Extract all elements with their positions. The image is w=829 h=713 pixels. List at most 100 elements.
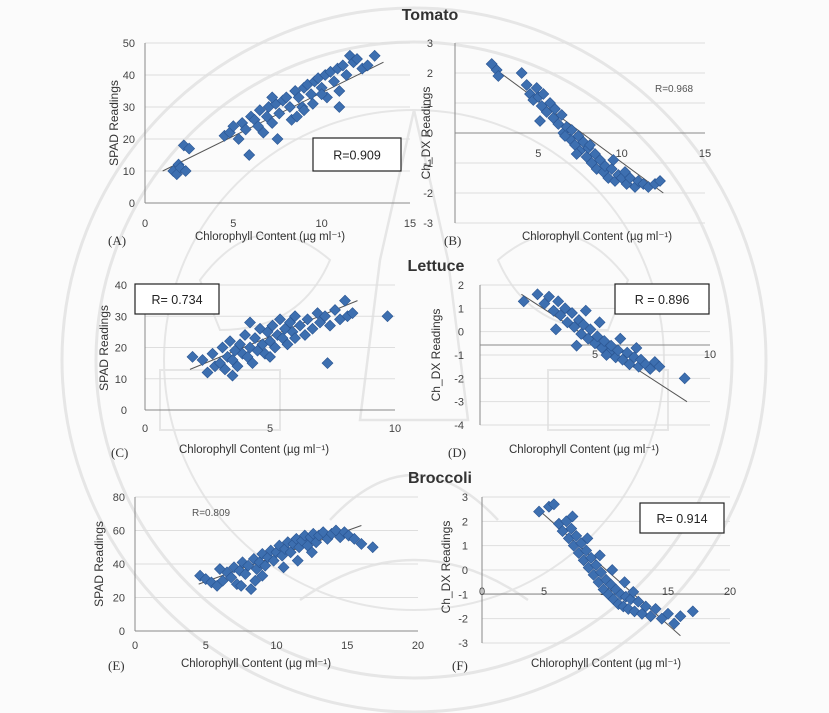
data-point (243, 149, 256, 161)
data-point (619, 166, 631, 178)
data-point (566, 510, 579, 523)
y-axis-label: SPAD Readings (107, 80, 121, 166)
x-tick-label: 15 (404, 218, 416, 230)
x-axis-label: Chlorophyll Content (µg ml⁻¹) (522, 231, 672, 243)
data-point (593, 316, 606, 329)
data-point (336, 59, 349, 72)
data-point (252, 120, 264, 133)
data-point (515, 67, 528, 79)
data-point (531, 288, 544, 301)
y-tick-label: 0 (462, 565, 468, 577)
data-point (183, 142, 196, 155)
scatter-panel-f: -3-2-1012305101520Ch_DX ReadingsChloroph… (439, 492, 736, 673)
r-value-box (614, 283, 710, 315)
x-tick-label: 10 (704, 349, 716, 361)
data-point (598, 335, 611, 347)
data-point (605, 163, 618, 175)
scatter-panel-a: 0 10 20 30 40 50 0 5 10 15 SPAD Readings Chlorophyl… (107, 38, 416, 248)
data-point (328, 75, 340, 88)
data-point (614, 332, 627, 345)
data-point (324, 319, 336, 332)
data-point (216, 574, 229, 587)
panel-letter: (B) (444, 233, 461, 248)
data-point (584, 139, 596, 151)
data-point (253, 104, 266, 117)
data-point (216, 341, 229, 354)
x-tick-label: 5 (541, 586, 547, 598)
y-tick-label: 10 (115, 374, 127, 386)
data-point (280, 91, 293, 104)
scatter-panel-e: 0 20 40 60 80 0 5 10 15 20 SPAD Readings Chlorophyl… (92, 492, 424, 673)
data-point (196, 354, 209, 366)
y-tick-label: 20 (123, 134, 135, 146)
data-point (239, 329, 251, 341)
data-point (612, 344, 624, 357)
y-tick-label: -3 (423, 218, 433, 230)
y-tick-label: 40 (123, 70, 135, 82)
r-value-label: R= 0.734 (151, 293, 202, 307)
crop-title-lettuce: Lettuce (408, 258, 465, 275)
data-point (570, 339, 583, 352)
data-point (580, 544, 593, 557)
data-point (257, 126, 270, 139)
crop-title-broccoli: Broccoli (408, 470, 472, 487)
data-point (555, 109, 568, 121)
data-point (644, 610, 657, 623)
y-tick-label: 2 (427, 68, 433, 80)
data-point (561, 316, 574, 329)
data-point (361, 59, 374, 72)
data-point (606, 564, 619, 576)
data-point (547, 304, 560, 317)
data-point (590, 559, 603, 572)
data-point (654, 175, 666, 187)
r-value-box (639, 502, 725, 534)
data-point (340, 69, 353, 81)
data-point (568, 321, 581, 333)
data-point (623, 358, 636, 371)
x-tick-label: 0 (142, 423, 148, 435)
panel-letter: (D) (448, 445, 466, 460)
data-point (226, 369, 239, 382)
y-tick-label: 10 (123, 166, 135, 178)
data-point (530, 82, 543, 94)
data-point (533, 505, 545, 518)
data-point (593, 549, 606, 562)
y-tick-label: -2 (458, 614, 468, 626)
x-tick-label: 10 (389, 423, 401, 435)
data-point (249, 332, 261, 345)
data-point (600, 349, 613, 361)
y-tick-label: 3 (462, 492, 468, 504)
data-point (581, 532, 594, 545)
data-point (565, 522, 578, 535)
data-point (206, 347, 219, 360)
y-tick-label: 0 (119, 626, 125, 638)
data-point (235, 579, 248, 592)
data-point (256, 569, 269, 582)
data-point (355, 537, 368, 550)
y-tick-label: -2 (423, 188, 433, 200)
data-point (653, 360, 666, 373)
y-tick-label: 2 (458, 280, 464, 292)
data-point (630, 342, 643, 354)
data-point (621, 346, 634, 359)
x-axis-label: Chlorophyll Content (µg ml⁻¹) (179, 444, 329, 456)
data-point (244, 316, 256, 329)
y-tick-label: -3 (454, 397, 464, 409)
data-point (368, 49, 381, 62)
y-tick-label: -4 (454, 420, 464, 432)
data-point (231, 360, 244, 373)
y-tick-label: 30 (115, 311, 127, 323)
x-tick-label: 20 (724, 586, 736, 598)
data-point (245, 583, 257, 596)
r-value-label: R = 0.896 (635, 293, 690, 307)
y-tick-label: 30 (123, 102, 135, 114)
y-tick-label: 1 (458, 303, 464, 315)
data-point (520, 79, 533, 91)
data-point (281, 338, 294, 351)
y-tick-label: 2 (462, 516, 468, 528)
scatter-panel-c: 0 10 20 30 40 0 5 10 SPAD Readings Chlorophyll Co… (97, 280, 401, 460)
data-point (291, 110, 303, 123)
data-point (686, 605, 699, 618)
y-axis-label: SPAD Readings (92, 521, 106, 607)
